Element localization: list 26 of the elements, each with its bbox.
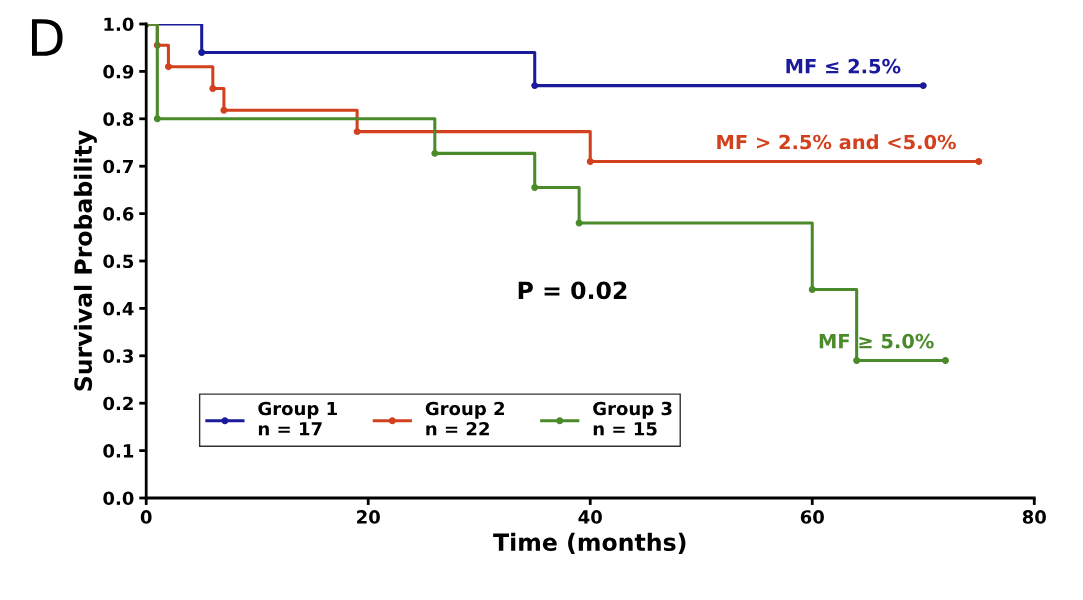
annotation: MF ≤ 2.5% [786, 58, 901, 74]
annotation: P = 0.02 [518, 281, 627, 300]
annotation: MF > 2.5% and <5.0% [717, 134, 956, 150]
y-tick-label: 0.2 [103, 396, 133, 411]
y-tick-label: 0.0 [103, 491, 134, 506]
x-tick-label: 20 [357, 510, 380, 524]
text: D [31, 19, 63, 56]
y-tick-label: 0.5 [103, 254, 134, 269]
x-tick-label: 40 [578, 510, 602, 524]
y-tick-label: 0.7 [103, 159, 133, 174]
y-tick-label: 0.1 [103, 444, 134, 458]
y-axis-title: Survival Probability [73, 130, 97, 391]
x-tick-label: 0 [140, 510, 152, 524]
x-tick-label: 60 [800, 510, 824, 524]
y-tick-label: 0.3 [103, 349, 133, 363]
x-axis-title: Time (months) [493, 532, 686, 554]
x-tick-label: 80 [1022, 510, 1046, 524]
legend-label: Group 1 n = 17 [258, 401, 337, 436]
y-tick-label: 1.0 [104, 17, 134, 32]
y-tick-label: 0.8 [103, 112, 134, 126]
y-tick-label: 0.4 [103, 301, 134, 316]
y-tick-label: 0.6 [103, 207, 134, 221]
annotation: MF ≥ 5.0% [819, 333, 934, 349]
legend-label: Group 3 n = 15 [593, 401, 672, 436]
legend-label: Group 2 n = 22 [425, 401, 505, 436]
y-tick-label: 0.9 [103, 64, 134, 79]
